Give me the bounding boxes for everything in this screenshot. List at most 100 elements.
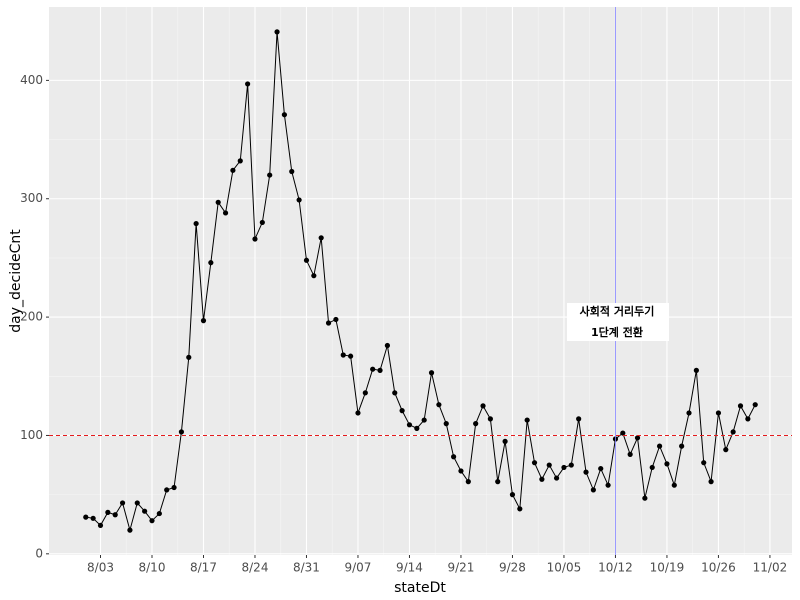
x-tick-label: 9/14: [396, 561, 423, 575]
point: [524, 417, 530, 423]
point: [370, 366, 376, 372]
point: [230, 167, 236, 173]
point: [737, 403, 744, 409]
point: [686, 410, 692, 416]
point: [730, 429, 736, 435]
point: [193, 220, 199, 227]
point: [83, 514, 89, 520]
point: [90, 515, 96, 521]
annotation: 사회적 거리두기: [580, 304, 655, 318]
point: [259, 219, 265, 226]
point: [723, 447, 729, 453]
point: [436, 402, 442, 408]
point: [392, 390, 398, 396]
x-tick-label: 10/12: [598, 561, 633, 575]
point: [274, 29, 280, 35]
y-axis-title: day_decideCnt: [8, 229, 24, 333]
point: [384, 342, 390, 349]
point: [451, 454, 457, 460]
point: [156, 510, 162, 517]
y-tick-label: 0: [35, 546, 43, 560]
point: [245, 81, 251, 87]
x-tick-label: 9/21: [447, 561, 474, 575]
point: [303, 257, 310, 263]
point: [399, 408, 405, 414]
y-tick-label: 300: [20, 191, 43, 205]
line: [85, 31, 756, 533]
point: [576, 416, 582, 422]
point: [443, 421, 449, 427]
point: [281, 112, 288, 118]
point: [348, 353, 354, 359]
point: [553, 475, 560, 481]
y-tick-label: 200: [20, 310, 43, 324]
point: [267, 172, 273, 178]
point: [414, 425, 420, 431]
point: [112, 512, 118, 518]
point: [215, 199, 221, 205]
point: [495, 479, 501, 485]
point: [752, 402, 758, 408]
point: [105, 509, 111, 515]
point: [634, 435, 641, 441]
point: [590, 487, 596, 493]
x-tick-label: 8/03: [87, 561, 114, 575]
x-tick-label: 8/24: [242, 561, 269, 575]
point: [620, 430, 626, 436]
point: [164, 487, 170, 493]
x-tick-label: 11/02: [753, 561, 788, 575]
point: [149, 518, 155, 524]
point: [649, 464, 655, 471]
point: [325, 320, 332, 326]
point: [97, 522, 104, 529]
point: [531, 460, 538, 466]
point: [598, 465, 604, 472]
point: [509, 492, 516, 498]
point: [465, 479, 471, 485]
point: [701, 460, 707, 466]
annotation: 1단계 전환: [591, 325, 643, 339]
annotation-box: [567, 303, 669, 341]
point: [406, 422, 413, 428]
x-tick-label: 10/26: [701, 561, 736, 575]
point: [561, 464, 567, 471]
y-tick-label: 100: [20, 428, 43, 442]
point: [693, 367, 699, 373]
point: [428, 370, 435, 376]
point: [237, 158, 243, 164]
point: [333, 316, 339, 323]
point: [355, 410, 361, 416]
point: [664, 461, 670, 467]
point: [656, 443, 663, 449]
x-tick-label: 9/28: [499, 561, 526, 575]
point: [200, 318, 207, 324]
point: [671, 482, 677, 488]
y-tick-label: 400: [20, 73, 43, 87]
panel: [49, 7, 792, 555]
x-tick-label: 10/05: [547, 561, 582, 575]
point: [318, 235, 324, 241]
point: [134, 500, 140, 506]
point: [605, 482, 611, 488]
point: [171, 484, 177, 491]
point: [546, 462, 552, 468]
point: [186, 354, 192, 360]
point: [340, 352, 346, 358]
point: [296, 197, 302, 203]
point: [142, 508, 148, 514]
point: [480, 403, 486, 409]
x-tick-label: 8/10: [139, 561, 166, 575]
point: [252, 236, 258, 242]
x-axis-title: stateDt: [394, 580, 446, 596]
point: [708, 479, 714, 485]
point: [715, 410, 722, 416]
point: [487, 416, 493, 422]
point: [583, 469, 589, 475]
point: [502, 438, 508, 444]
x-tick-label: 10/19: [650, 561, 685, 575]
point: [222, 210, 229, 216]
point: [745, 416, 751, 422]
point: [208, 260, 214, 266]
point: [377, 367, 383, 373]
